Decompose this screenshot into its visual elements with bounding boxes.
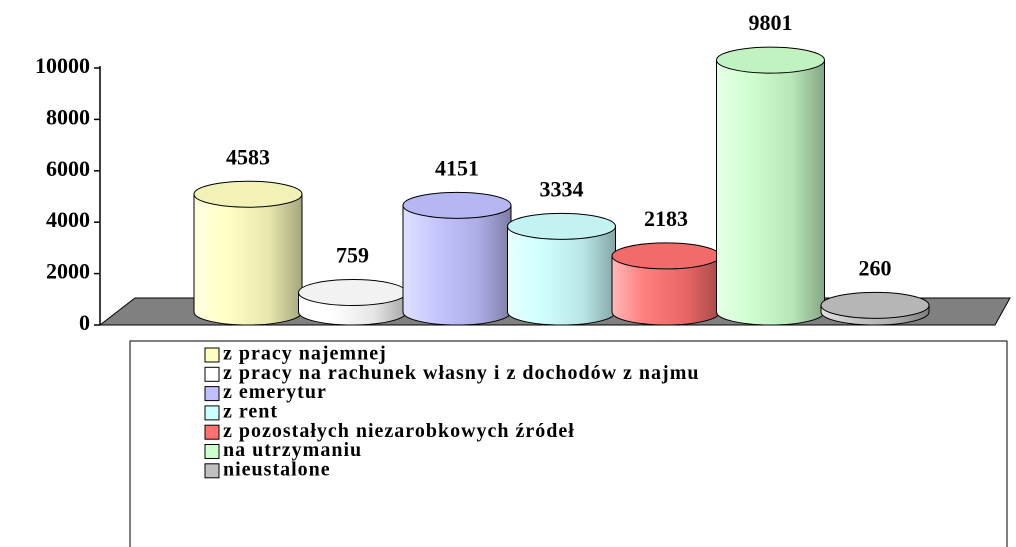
cylinder-top: [402, 191, 512, 219]
y-tick-label: 6000: [46, 156, 90, 181]
y-tick-label: 8000: [46, 104, 90, 129]
cylinder-top: [716, 46, 825, 74]
cylinder: [507, 225, 616, 326]
legend-swatch: [204, 444, 220, 459]
legend-label: z pracy na rachunek własny i z dochodów …: [223, 362, 699, 384]
legend-label: nieustalone: [223, 458, 331, 480]
legend-label: z pracy najemnej: [223, 343, 387, 365]
y-tick-label: 2000: [46, 259, 90, 284]
data-label: 4151: [435, 155, 479, 180]
cylinder-top: [193, 180, 303, 208]
legend-swatch: [204, 386, 220, 402]
legend-swatch: [204, 405, 220, 421]
data-label: 260: [859, 255, 892, 280]
legend-label: na utrzymaniu: [223, 439, 362, 461]
legend-swatch: [204, 366, 220, 382]
cylinder-top: [820, 291, 930, 319]
y-tick-label: 10000: [35, 53, 90, 78]
legend-swatch: [204, 347, 220, 363]
legend-swatch: [204, 424, 220, 440]
legend: [129, 340, 1008, 547]
legend-label: z rent: [223, 400, 278, 422]
data-label: 4583: [226, 144, 270, 169]
cylinder-top: [507, 212, 616, 240]
legend-swatch: [204, 463, 220, 479]
y-tick-label: 0: [79, 310, 90, 335]
legend-label: z emerytur: [223, 381, 327, 403]
cylinder: [716, 59, 825, 326]
cylinder: [193, 193, 303, 326]
cylinder-top: [611, 242, 721, 270]
legend-label: z pozostałych niezarobkowych źródeł: [223, 420, 575, 442]
data-label: 3334: [540, 176, 584, 201]
data-label: 2183: [644, 206, 688, 231]
cylinder-top: [298, 278, 407, 306]
y-tick-label: 4000: [46, 207, 90, 232]
cylinder: [402, 204, 512, 326]
data-label: 9801: [749, 10, 793, 35]
data-label: 759: [336, 243, 369, 268]
